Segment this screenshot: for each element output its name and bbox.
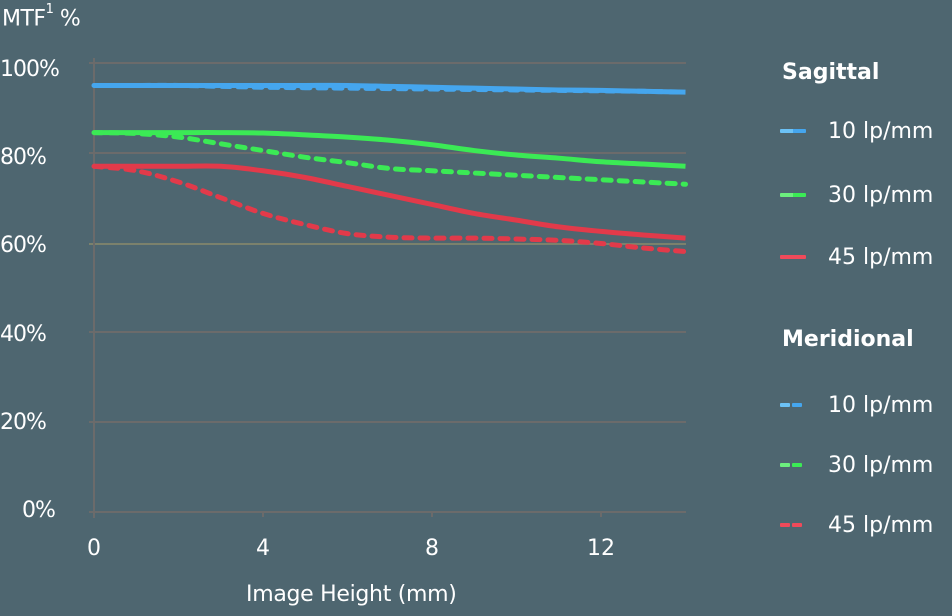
legend-meridional-title: Meridional bbox=[782, 327, 914, 352]
y-axis-title-unit: % bbox=[53, 6, 81, 32]
footnote-marker: 1 bbox=[45, 2, 54, 17]
legend-label: 45 lp/mm bbox=[828, 512, 934, 538]
y-tick-80: 80% bbox=[0, 145, 47, 170]
series-line-sagittal-45-lp-mm bbox=[93, 163, 686, 241]
legend-swatch-dashed-green bbox=[780, 463, 806, 467]
series-line-meridional-10-lp-mm bbox=[91, 82, 688, 95]
y-tick-40: 40% bbox=[0, 322, 47, 347]
series-line-meridional-45-lp-mm bbox=[91, 163, 688, 255]
series-line-sagittal-30-lp-mm bbox=[93, 130, 686, 169]
legend-label: 30 lp/mm bbox=[828, 182, 934, 208]
axes bbox=[89, 58, 686, 518]
y-tick-60: 60% bbox=[0, 233, 47, 258]
x-tick-8: 8 bbox=[425, 536, 439, 561]
legend-item-meridional-10: 10 lp/mm bbox=[778, 390, 952, 420]
legend-swatch-solid-green bbox=[780, 193, 806, 197]
series-line-meridional-30-lp-mm bbox=[91, 130, 688, 187]
legend-swatch-solid-red bbox=[780, 255, 806, 259]
legend-label: 10 lp/mm bbox=[828, 392, 934, 418]
legend-item-sagittal-30: 30 lp/mm bbox=[778, 180, 952, 210]
y-axis-title: MTF1 % bbox=[2, 2, 81, 32]
legend-item-meridional-30: 30 lp/mm bbox=[778, 450, 952, 480]
y-tick-0: 0% bbox=[22, 498, 56, 523]
legend-item-sagittal-45: 45 lp/mm bbox=[778, 242, 952, 272]
legend-label: 10 lp/mm bbox=[828, 118, 934, 144]
y-axis-title-text: MTF bbox=[2, 6, 46, 32]
y-tick-100: 100% bbox=[0, 57, 60, 82]
legend-label: 30 lp/mm bbox=[828, 452, 934, 478]
series-lines bbox=[91, 82, 688, 255]
x-tick-0: 0 bbox=[87, 536, 101, 561]
legend-item-meridional-45: 45 lp/mm bbox=[778, 510, 952, 540]
legend-sagittal-title: Sagittal bbox=[782, 60, 880, 85]
legend-swatch-dashed-red bbox=[780, 523, 806, 527]
x-tick-12: 12 bbox=[587, 536, 615, 561]
x-tick-4: 4 bbox=[256, 536, 270, 561]
legend-swatch-dashed-blue bbox=[780, 403, 806, 407]
legend-label: 45 lp/mm bbox=[828, 244, 934, 270]
y-tick-20: 20% bbox=[0, 410, 47, 435]
legend-item-sagittal-10: 10 lp/mm bbox=[778, 116, 952, 146]
x-axis-title: Image Height (mm) bbox=[246, 582, 457, 607]
legend-swatch-solid-blue bbox=[780, 129, 806, 133]
